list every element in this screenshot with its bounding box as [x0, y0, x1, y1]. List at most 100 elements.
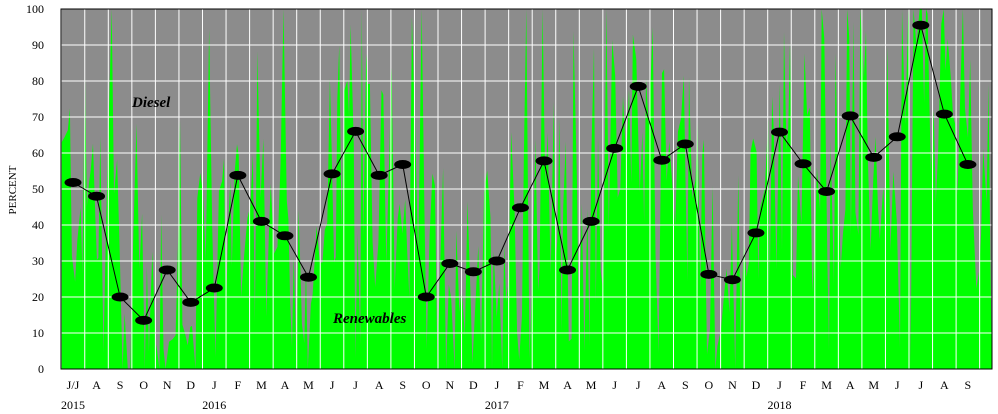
data-point: [64, 178, 82, 188]
data-point: [394, 160, 412, 170]
data-point: [747, 228, 765, 238]
x-tick-label: J: [353, 378, 358, 392]
x-tick-label: F: [235, 378, 242, 392]
x-tick-label: A: [92, 378, 101, 392]
x-tick-label: J: [495, 378, 500, 392]
x-tick-label: J: [636, 378, 641, 392]
data-point: [205, 283, 223, 293]
data-point: [700, 269, 718, 279]
data-markers: [64, 20, 977, 325]
data-point: [511, 203, 529, 213]
y-tick-label: 80: [32, 74, 44, 88]
x-tick-label: A: [563, 378, 572, 392]
year-label: 2018: [768, 398, 792, 412]
x-tick-label: M: [821, 378, 832, 392]
gridlines: [60, 8, 993, 370]
x-tick-label: J/J: [67, 378, 80, 392]
data-point: [135, 315, 153, 325]
data-point: [464, 267, 482, 277]
x-tick-label: J: [918, 378, 923, 392]
data-point: [794, 159, 812, 169]
x-tick-label: S: [117, 378, 124, 392]
annotation-diesel: Diesel: [131, 95, 171, 111]
data-point: [935, 109, 953, 119]
x-tick-label: A: [657, 378, 666, 392]
y-tick-label: 10: [32, 326, 44, 340]
data-point: [229, 170, 247, 180]
x-tick-label: A: [940, 378, 949, 392]
x-tick-label: D: [752, 378, 761, 392]
x-tick-label: M: [256, 378, 267, 392]
data-point: [865, 152, 883, 162]
y-tick-label: 30: [32, 254, 44, 268]
data-point: [441, 259, 459, 269]
y-tick-label: 0: [38, 362, 44, 376]
y-tick-label: 60: [32, 146, 44, 160]
x-tick-label: A: [281, 378, 290, 392]
data-point: [370, 170, 388, 180]
data-point: [300, 272, 317, 282]
x-tick-label: M: [586, 378, 597, 392]
x-tick-label: O: [705, 378, 714, 392]
x-tick-label: F: [800, 378, 807, 392]
x-tick-label: D: [186, 378, 195, 392]
data-point: [559, 265, 577, 275]
data-point: [723, 275, 741, 285]
data-point: [111, 292, 129, 302]
x-tick-label: S: [399, 378, 406, 392]
data-point: [888, 132, 906, 142]
x-tick-label: J: [895, 378, 900, 392]
data-point: [347, 126, 365, 136]
data-point: [276, 231, 294, 241]
data-point: [912, 20, 930, 30]
y-axis-ticks: 0 10 20 30 40 50 60 70 80 90 100: [26, 2, 44, 376]
data-point: [818, 187, 836, 197]
annotation-renewables: Renewables: [332, 311, 406, 327]
data-point: [252, 216, 270, 226]
y-tick-label: 100: [26, 2, 44, 16]
y-tick-label: 70: [32, 110, 44, 124]
x-axis-ticks: J/J A S O N D J F M A M J J A S O N D J F M A M J J A S O N D J F M A M J J A…: [61, 378, 971, 412]
data-point: [606, 143, 624, 153]
data-point: [417, 292, 435, 302]
x-tick-label: M: [868, 378, 879, 392]
x-tick-label: A: [375, 378, 384, 392]
data-point: [158, 265, 176, 275]
x-tick-label: J: [777, 378, 782, 392]
plot-frame: [60, 8, 993, 370]
y-tick-label: 90: [32, 38, 44, 52]
x-tick-label: N: [728, 378, 737, 392]
data-point: [88, 191, 106, 201]
x-tick-label: O: [139, 378, 148, 392]
x-tick-label: J: [212, 378, 217, 392]
y-tick-label: 50: [32, 182, 44, 196]
year-label: 2016: [202, 398, 226, 412]
data-point: [182, 297, 200, 307]
x-tick-label: J: [612, 378, 617, 392]
year-label: 2017: [485, 398, 509, 412]
data-point: [676, 139, 694, 149]
x-tick-label: S: [682, 378, 689, 392]
data-point: [653, 155, 671, 165]
data-point: [841, 111, 859, 121]
x-tick-label: S: [965, 378, 972, 392]
x-tick-label: N: [163, 378, 172, 392]
x-tick-label: A: [846, 378, 855, 392]
data-point: [959, 160, 977, 170]
x-tick-label: F: [517, 378, 524, 392]
y-tick-label: 40: [32, 218, 44, 232]
x-tick-label: N: [445, 378, 454, 392]
x-tick-label: O: [422, 378, 431, 392]
data-point: [535, 156, 553, 166]
y-tick-label: 20: [32, 290, 44, 304]
x-tick-label: M: [303, 378, 314, 392]
y-axis-label: PERCENT: [7, 165, 19, 214]
x-tick-label: J: [330, 378, 335, 392]
data-point: [323, 169, 341, 179]
data-point: [771, 127, 788, 137]
data-point: [582, 216, 600, 226]
x-tick-label: D: [469, 378, 478, 392]
x-tick-label: M: [539, 378, 550, 392]
data-point: [629, 81, 647, 91]
